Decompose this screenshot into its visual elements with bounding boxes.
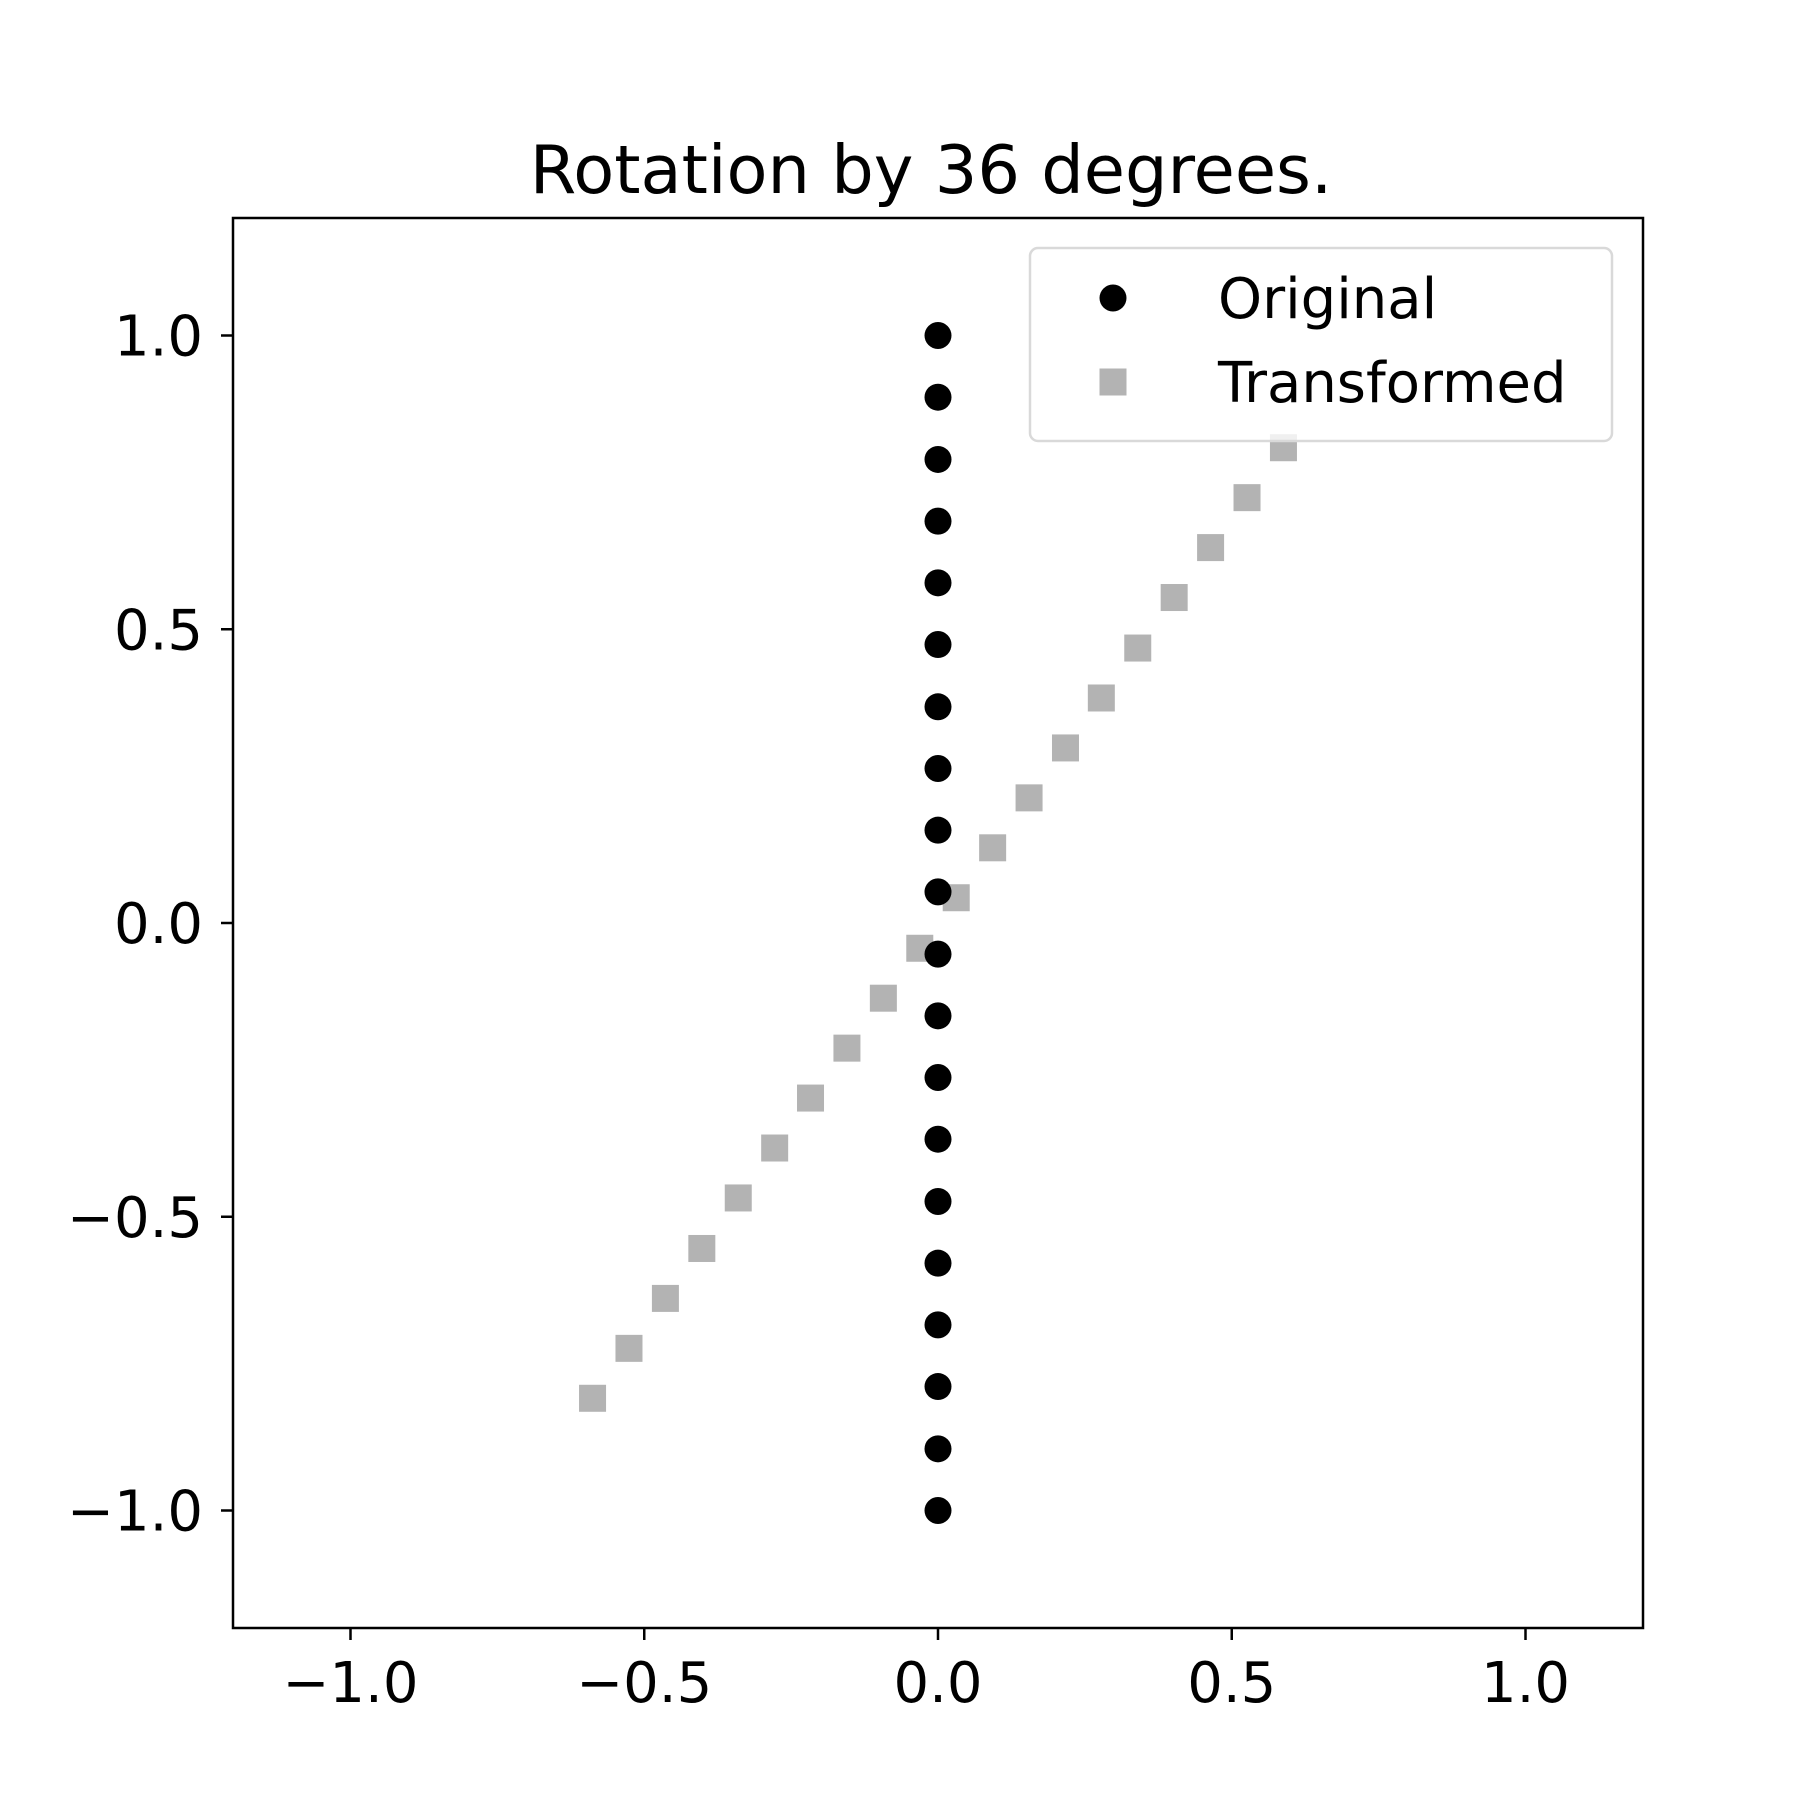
y-tick-label: 1.0 [114,305,203,370]
original-point [924,693,952,721]
original-point [924,878,952,906]
legend-label: Original [1218,267,1437,332]
transformed-point [1197,534,1225,562]
axis-ticks: −1.0 −0.5 0.0 0.5 1.0 −1.0 −0.5 0.0 0.5 1.0 [67,305,1570,1717]
transformed-point [651,1284,679,1312]
original-point [924,445,952,473]
legend-label: Transformed [1217,351,1567,416]
transformed-point [833,1034,861,1062]
transformed-point [1160,584,1188,612]
original-point [924,507,952,535]
original-point [924,569,952,597]
original-point [924,940,952,968]
y-tick-label: −1.0 [67,1480,203,1545]
transformed-point [615,1334,643,1362]
original-point [924,1311,952,1339]
original-point [924,1249,952,1277]
transformed-point [724,1184,752,1212]
transformed-point [1087,684,1115,712]
chart-title: Rotation by 36 degrees. [530,131,1333,209]
original-point [924,1125,952,1153]
transformed-point [761,1134,789,1162]
legend-marker-transformed [1099,368,1127,396]
transformed-point [1124,634,1152,662]
x-tick-label: 0.5 [1187,1651,1276,1716]
original-point [924,322,952,349]
y-tick-label: 0.0 [114,892,203,957]
transformed-point [797,1084,825,1112]
original-point [924,1497,952,1524]
legend-marker-original [1099,284,1127,312]
original-point [924,383,952,411]
transformed-point [1233,484,1261,512]
transformed-point [1015,784,1043,812]
original-point [924,631,952,659]
transformed-point [979,834,1007,862]
legend-box [1028,246,1614,443]
original-point [924,1187,952,1215]
transformed-point [579,1384,607,1412]
original-point [924,1435,952,1463]
transformed-point [1051,734,1079,762]
x-tick-label: 1.0 [1481,1651,1570,1716]
x-tick-label: −1.0 [283,1651,419,1716]
y-tick-label: 0.5 [114,598,203,663]
transformed-point [869,984,897,1012]
transformed-point [688,1234,716,1262]
original-point [924,754,952,782]
original-point [924,816,952,844]
legend: Original Transformed [1028,246,1614,443]
original-point [924,1373,952,1401]
x-tick-label: 0.0 [893,1651,982,1716]
y-tick-label: −0.5 [67,1186,203,1251]
original-point [924,1064,952,1092]
x-tick-label: −0.5 [576,1651,712,1716]
original-point [924,1002,952,1030]
